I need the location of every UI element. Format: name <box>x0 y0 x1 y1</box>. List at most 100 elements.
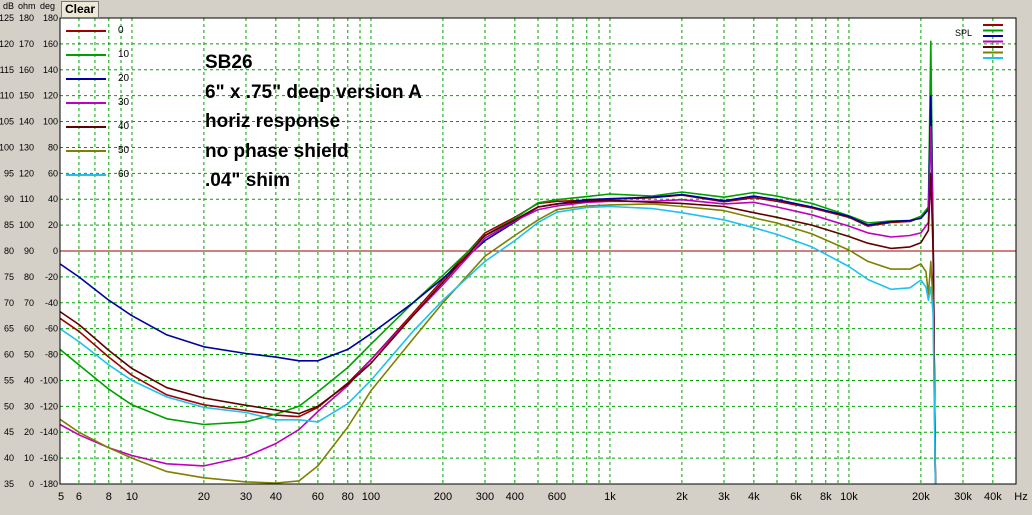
legend-label-50: 50 <box>118 145 130 156</box>
y-tick-label-deg: -20 <box>45 272 58 282</box>
y-tick-label-ohm: 150 <box>19 91 34 101</box>
y-tick-label-ohm: 50 <box>24 350 34 360</box>
y-tick-label-deg: -100 <box>40 375 58 385</box>
y-tick-label-db: 55 <box>4 375 14 385</box>
y-tick-label-db: 75 <box>4 272 14 282</box>
annotation-line: .04" shim <box>205 170 291 191</box>
x-tick-label: 3k <box>718 491 730 503</box>
legend-label-40: 40 <box>118 121 130 132</box>
y-tick-label-db: 35 <box>4 479 14 489</box>
y-tick-label-deg: -60 <box>45 324 58 334</box>
y-tick-label-ohm: 40 <box>24 375 34 385</box>
y-tick-label-ohm: 180 <box>19 13 34 23</box>
series-line-30 <box>59 125 937 485</box>
y-tick-label-db: 95 <box>4 168 14 178</box>
y-tick-label-deg: 60 <box>48 168 58 178</box>
x-tick-label: 60 <box>312 491 324 503</box>
y-tick-label-db: 80 <box>4 246 14 256</box>
x-tick-label: Hz <box>1014 491 1027 503</box>
series-group <box>59 40 937 485</box>
x-tick-label: 6k <box>790 491 802 503</box>
y-tick-label-deg: 140 <box>43 65 58 75</box>
y-tick-label-deg: 180 <box>43 13 58 23</box>
y-tick-label-db: 100 <box>0 142 14 152</box>
y-tick-label-deg: 100 <box>43 117 58 127</box>
legend: 0 10 20 30 40 50 60 <box>66 25 130 180</box>
y-tick-label-deg: 20 <box>48 220 58 230</box>
y-tick-label-db: 120 <box>0 39 14 49</box>
y-tick-label-deg: -40 <box>45 298 58 308</box>
y-tick-label-db: 85 <box>4 220 14 230</box>
x-tick-label: 40k <box>984 491 1002 503</box>
y-tick-label-ohm: 20 <box>24 427 34 437</box>
annotation-line: no phase shield <box>205 140 349 162</box>
y-tick-label-deg: -140 <box>40 427 58 437</box>
y-tick-label-ohm: 80 <box>24 272 34 282</box>
x-tick-label: 6 <box>76 491 82 503</box>
y-tick-label-db: 70 <box>4 298 14 308</box>
y-tick-label-db: 40 <box>4 453 14 463</box>
y-tick-label-ohm: 130 <box>19 142 34 152</box>
annotation-line: 6" x .75" deep version A <box>205 81 422 103</box>
x-tick-label: 10 <box>126 491 138 503</box>
legend-label-10: 10 <box>118 49 130 60</box>
y-tick-label-ohm: 90 <box>24 246 34 256</box>
y-tick-label-deg: -80 <box>45 350 58 360</box>
y-tick-label-deg: -160 <box>40 453 58 463</box>
y-tick-label-db: 115 <box>0 65 14 75</box>
x-tick-label: 100 <box>362 491 380 503</box>
y-tick-label-db: 65 <box>4 324 14 334</box>
y-tick-label-ohm: 30 <box>24 401 34 411</box>
legend-label-30: 30 <box>118 97 130 108</box>
x-tick-label: 40 <box>270 491 282 503</box>
series-line-40 <box>59 172 937 485</box>
y-tick-label-ohm: 10 <box>24 453 34 463</box>
y-tick-label-deg: -120 <box>40 401 58 411</box>
x-tick-label: 4k <box>748 491 760 503</box>
legend-label-20: 20 <box>118 73 130 84</box>
x-tick-label: 20k <box>912 491 930 503</box>
plot-border <box>59 17 1017 485</box>
x-tick-label: 5 <box>58 491 64 503</box>
spl-legend-label: SPL <box>955 28 972 38</box>
x-tick-label: 8 <box>106 491 112 503</box>
annotation-text: SB26 6" x .75" deep version A horiz resp… <box>205 48 422 196</box>
legend-label-0: 0 <box>118 25 124 36</box>
x-tick-label: 200 <box>434 491 452 503</box>
x-tick-label: 30 <box>240 491 252 503</box>
x-tick-label: 8k <box>820 491 832 503</box>
deg-unit-label: deg <box>40 1 55 11</box>
y-tick-label-ohm: 60 <box>24 324 34 334</box>
x-tick-label: 1k <box>604 491 616 503</box>
y-tick-label-db: 50 <box>4 401 14 411</box>
y-tick-label-deg: 120 <box>43 91 58 101</box>
x-tick-label: 80 <box>342 491 354 503</box>
x-tick-label: 30k <box>954 491 972 503</box>
annotation-line: SB26 <box>205 52 253 73</box>
y-tick-label-ohm: 140 <box>19 117 34 127</box>
x-tick-label: 10k <box>840 491 858 503</box>
series-line-50 <box>59 203 937 485</box>
x-tick-label: 20 <box>198 491 210 503</box>
x-axis-labels: 5 6 8 10 20 30 40 60 80 100 200 300 400 600 1k 2k 3k 4k 6k… <box>58 491 1028 503</box>
y-tick-label-db: 45 <box>4 427 14 437</box>
y-tick-label-deg: -180 <box>40 479 58 489</box>
y-tick-label-ohm: 110 <box>20 194 34 204</box>
y-tick-label-db: 90 <box>4 194 14 204</box>
series-line-60 <box>59 205 937 485</box>
y-tick-label-ohm: 170 <box>19 39 34 49</box>
y-tick-label-deg: 0 <box>53 246 58 256</box>
series-line-0 <box>59 172 937 485</box>
db-unit-label: dB <box>3 1 14 11</box>
y-tick-label-ohm: 160 <box>19 65 34 75</box>
y-tick-label-db: 110 <box>0 91 14 101</box>
y-tick-label-db: 125 <box>0 13 14 23</box>
clear-button[interactable]: Clear <box>61 1 99 18</box>
spl-legend: SPL <box>955 24 1003 59</box>
y-tick-label-ohm: 0 <box>29 479 34 489</box>
x-tick-label: 300 <box>476 491 494 503</box>
ohm-unit-label: ohm <box>18 1 36 11</box>
y-tick-label-db: 60 <box>4 350 14 360</box>
